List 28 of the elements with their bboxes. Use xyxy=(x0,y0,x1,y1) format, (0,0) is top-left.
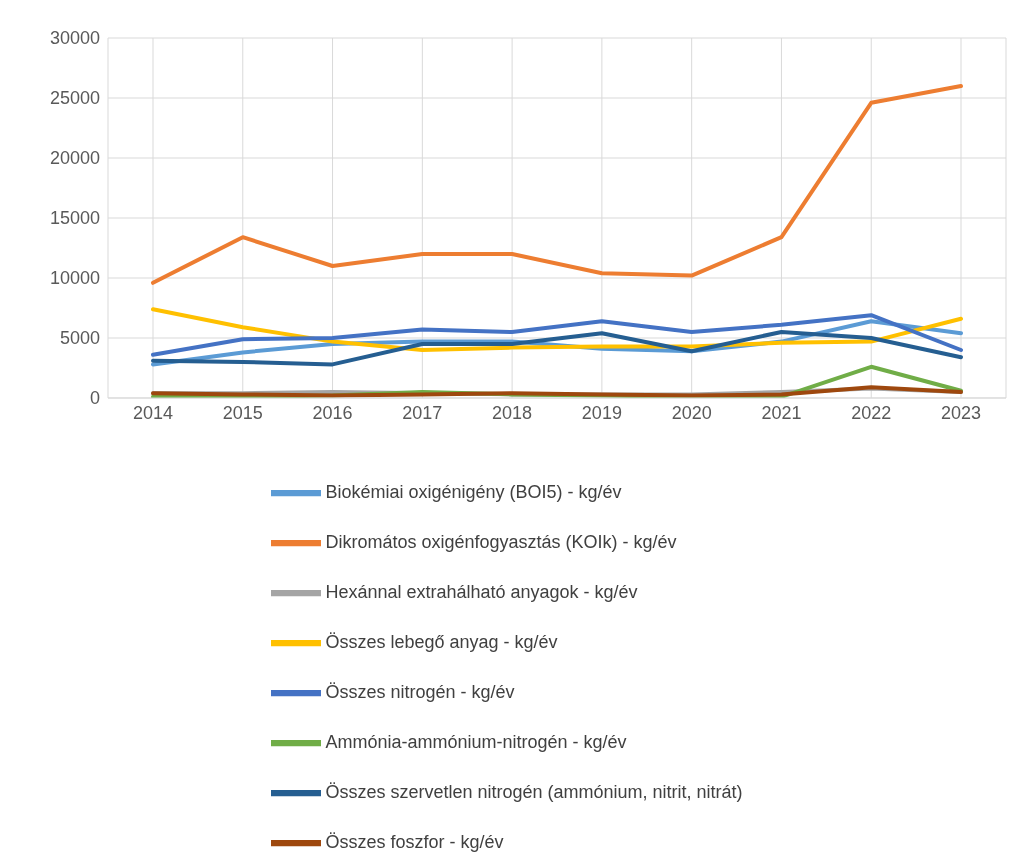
y-tick-label: 20000 xyxy=(49,148,100,169)
y-tick-label: 10000 xyxy=(49,268,100,289)
legend-label: Összes szervetlen nitrogén (ammónium, nitrit, nitrát) xyxy=(325,781,743,802)
x-tick-label: 2020 xyxy=(671,402,712,423)
legend-label: Ammónia-ammónium-nitrogén - kg/év xyxy=(325,731,627,752)
legend-label: Dikromátos oxigénfogyasztás (KOIk) - kg/év xyxy=(325,531,677,552)
x-tick-label: 2014 xyxy=(132,402,174,423)
x-tick-label: 2022 xyxy=(851,402,892,423)
y-tick-label: 25000 xyxy=(49,88,100,109)
legend-label: Hexánnal extrahálható anyagok - kg/év xyxy=(325,581,638,602)
legend-label: Összes lebegő anyag - kg/év xyxy=(325,631,558,652)
legend-label: Biokémiai oxigénigény (BOI5) - kg/év xyxy=(325,481,622,502)
legend-label: Összes foszfor - kg/év xyxy=(325,831,504,852)
x-tick-label: 2015 xyxy=(222,402,263,423)
x-tick-label: 2023 xyxy=(940,402,982,423)
x-tick-label: 2016 xyxy=(312,402,353,423)
line-series xyxy=(151,330,963,367)
x-tick-label: 2021 xyxy=(761,402,802,423)
x-tick-label: 2019 xyxy=(581,402,622,423)
y-tick-label: 0 xyxy=(89,388,100,409)
x-tick-label: 2017 xyxy=(402,402,443,423)
line-series xyxy=(151,313,963,357)
y-tick-label: 15000 xyxy=(49,208,100,229)
y-tick-label: 30000 xyxy=(49,28,100,49)
line-series xyxy=(151,84,963,285)
x-tick-label: 2018 xyxy=(492,402,533,423)
legend-label: Összes nitrogén - kg/év xyxy=(325,681,515,702)
y-tick-label: 5000 xyxy=(59,328,100,349)
